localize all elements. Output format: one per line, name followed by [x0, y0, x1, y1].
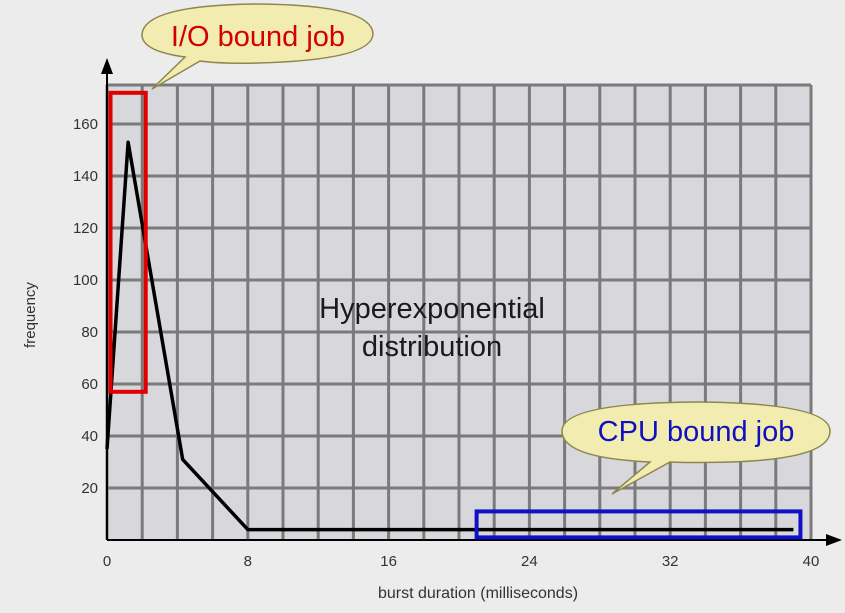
- y-tick-label: 160: [73, 116, 98, 133]
- x-tick-label: 8: [244, 553, 252, 570]
- cpu-bound-highlight-box: [474, 509, 803, 540]
- y-tick-label: 100: [73, 272, 98, 289]
- x-tick-label: 32: [662, 553, 679, 570]
- io-callout-bubble: [141, 3, 374, 90]
- y-tick-label: 120: [73, 220, 98, 237]
- y-tick-label: 60: [81, 376, 98, 393]
- x-tick-label: 0: [103, 553, 111, 570]
- y-tick-label: 40: [81, 428, 98, 445]
- y-axis-arrow: [101, 58, 113, 74]
- io-bound-highlight-box: [108, 90, 148, 394]
- cpu-bound-callout: CPU bound job: [561, 401, 831, 495]
- x-tick-label: 24: [521, 553, 538, 570]
- io-callout-text: I/O bound job: [171, 21, 345, 53]
- y-tick-label: 140: [73, 168, 98, 185]
- y-axis-label: frequency: [22, 282, 39, 348]
- cpu-callout-text: CPU bound job: [598, 416, 795, 448]
- x-tick-label: 40: [803, 553, 820, 570]
- frequency-line: [105, 140, 794, 532]
- x-tick-label: 16: [380, 553, 397, 570]
- y-tick-label: 20: [81, 480, 98, 497]
- x-axis-label: burst duration (milliseconds): [378, 585, 578, 602]
- center-annotation-line-2: distribution: [362, 331, 502, 363]
- cpu-callout-bubble: [561, 401, 831, 495]
- x-axis-arrow: [826, 534, 842, 546]
- io-bound-callout: I/O bound job: [141, 3, 374, 90]
- y-tick-label: 80: [81, 324, 98, 341]
- center-annotation-line-1: Hyperexponential: [319, 293, 545, 325]
